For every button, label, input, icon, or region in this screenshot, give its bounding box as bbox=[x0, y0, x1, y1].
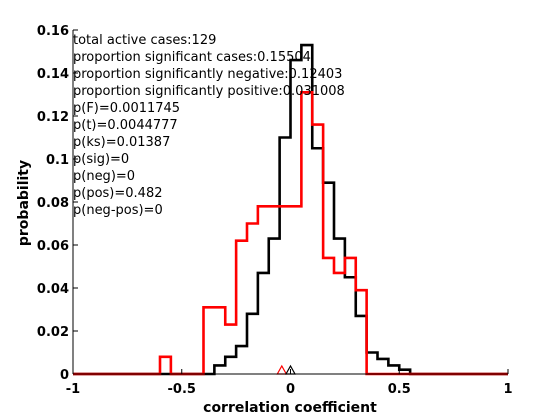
stat-annotation: p(t)=0.0044777 bbox=[73, 118, 178, 133]
y-tick-label: 0.02 bbox=[37, 325, 69, 340]
x-tick-label: 0.5 bbox=[388, 382, 411, 397]
y-axis-label: probability bbox=[16, 160, 32, 246]
annotation-block: total active cases:129 proportion signifi… bbox=[73, 33, 345, 218]
stat-annotation: proportion significantly positive:0.0310… bbox=[73, 84, 345, 99]
y-tick-label: 0.14 bbox=[37, 67, 69, 82]
series-layer bbox=[73, 43, 508, 376]
stat-annotation: proportion significantly negative:0.1240… bbox=[73, 67, 342, 82]
stat-annotation: p(neg)=0 bbox=[73, 169, 135, 184]
axes-layer: -1 -0.5 0 0.5 1 0 0.02 0.04 0.06 0.08 0.1 0.12 0.14 0… bbox=[37, 24, 513, 397]
stat-annotation: p(ks)=0.01387 bbox=[73, 135, 170, 150]
stat-annotation: proportion significant cases:0.15504 bbox=[73, 50, 311, 65]
stat-annotation: p(F)=0.0011745 bbox=[73, 101, 180, 116]
y-tick-label: 0.06 bbox=[37, 239, 69, 254]
x-tick-label: 1 bbox=[503, 382, 512, 397]
stat-annotation: p(sig)=0 bbox=[73, 152, 129, 167]
stat-annotation: total active cases:129 bbox=[73, 33, 216, 48]
y-tick-label: 0.04 bbox=[37, 282, 69, 297]
y-tick-label: 0.12 bbox=[37, 110, 69, 125]
stat-annotation: p(neg-pos)=0 bbox=[73, 203, 163, 218]
x-tick-label: -1 bbox=[66, 382, 80, 397]
mean-marker-1 bbox=[276, 364, 288, 375]
y-tick-label: 0.16 bbox=[37, 24, 69, 39]
x-tick-label: -0.5 bbox=[168, 382, 196, 397]
x-tick-label: 0 bbox=[286, 382, 295, 397]
marker-layer bbox=[276, 364, 297, 375]
y-tick-label: 0.08 bbox=[37, 196, 69, 211]
histogram-series-2 bbox=[73, 91, 508, 376]
stat-annotation: p(pos)=0.482 bbox=[73, 186, 162, 201]
x-axis-label: correlation coefficient bbox=[203, 400, 377, 416]
y-tick-label: 0 bbox=[60, 368, 69, 383]
y-tick-label: 0.1 bbox=[46, 153, 69, 168]
